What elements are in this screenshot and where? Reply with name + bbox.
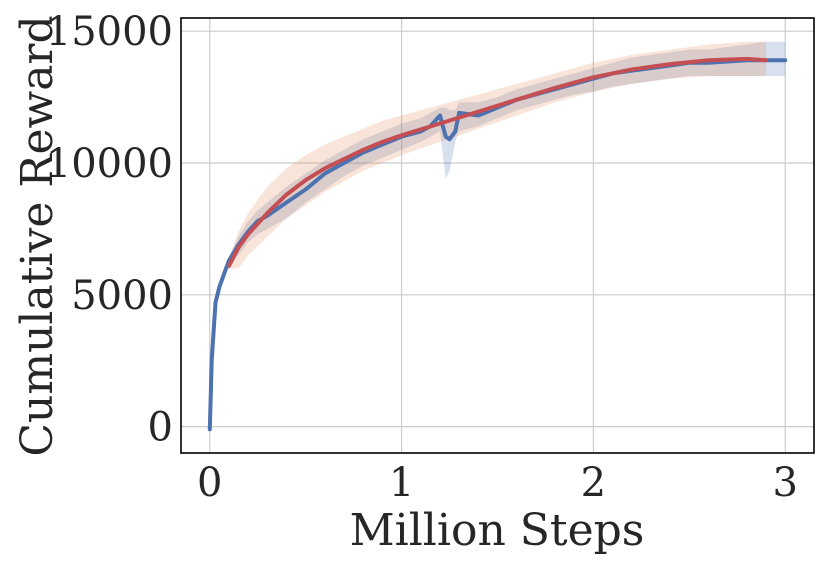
x-tick-label: 1 [389,460,414,506]
tick-labels: 0 1 2 3 0 5000 10000 15000 [46,9,798,506]
plot-frame [180,17,815,454]
grid [181,18,814,453]
y-tick-label: 5000 [71,273,173,319]
x-axis-label: Million Steps [350,505,645,556]
series-2-band [229,41,766,269]
y-tick-label: 10000 [46,141,173,187]
series-2-line [227,56,768,268]
x-tick-label: 3 [773,460,798,506]
x-tick-label: 2 [581,460,606,506]
x-tick-label: 0 [197,460,222,506]
series-lines [207,56,788,432]
confidence-bands [209,41,786,430]
y-tick-label: 15000 [46,9,173,55]
y-axis-label: Cumulative Reward [12,15,63,456]
y-tick-label: 0 [148,405,173,451]
